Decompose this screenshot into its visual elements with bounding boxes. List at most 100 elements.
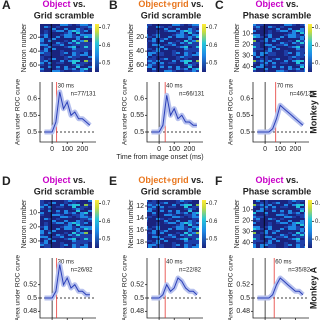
title-vs: vs. [73,0,86,9]
y-tick-label: 0.5 [240,129,250,136]
y-tick-label: 16 [136,227,144,234]
n-label: n=66/131 [179,92,205,98]
y-tick-label: 0.55 [236,112,250,119]
y-tick-label: 0.6 [27,96,37,103]
latency-label: 40 ms [166,260,182,266]
heatmap [147,200,199,248]
curve-y-label: Area under ROC curve [228,255,235,320]
x-tick-label: 200 [184,146,196,153]
panel-subtitle: Phase scramble [243,186,312,196]
y-tick-label: 20 [29,224,37,231]
title-vs: vs. [286,0,299,9]
colorbar-tick-label: 0.6 [315,219,320,225]
axis [252,82,309,143]
y-tick-label: 0.5 [134,129,144,136]
colorbar [95,200,99,248]
curve-y-label: Area under ROC curve [122,79,129,145]
colorbar-tick-label: 0.5 [102,237,111,243]
x-tick-label: 100 [274,146,286,153]
heatmap-y-label: Neuron number [234,23,241,72]
curve-y-label: Area under ROC curve [15,255,22,320]
n-label: n=35/82 [288,268,311,274]
panel-title: Object+grid vs. [138,175,203,185]
y-tick-label: 20 [242,218,250,225]
panel-title: Object+grid vs. [138,0,203,9]
auc-curve [151,277,198,299]
auc-curve [44,91,91,133]
n-label: n=46/131 [290,92,316,98]
x-tick-label: 0 [50,146,54,153]
y-tick-label: 40 [136,48,144,55]
latency-label: 40 ms [166,84,182,90]
x-tick-label: 100 [168,146,180,153]
y-tick-label: 10 [29,210,37,217]
y-tick-label: 0.6 [134,96,144,103]
title-object: Object [42,0,70,9]
heatmap-y-label: Neuron number [21,199,28,248]
colorbar-tick-label: 0.7 [315,201,320,207]
colorbar-tick-label: 0.6 [102,43,111,49]
title-vs: vs. [191,175,204,185]
heatmap-y-label: Neuron number [21,23,28,72]
title-object: Object+grid [138,175,188,185]
y-tick-label: 20 [242,42,250,49]
auc-curve [151,95,197,133]
title-vs: vs. [191,0,204,9]
y-tick-label: 0.5 [240,295,250,302]
title-vs: vs. [286,175,299,185]
sem-band [44,89,92,135]
y-tick-label: 0.6 [240,96,250,103]
panel-letter: D [2,174,11,188]
n-label: n=77/131 [71,92,97,98]
heatmap [40,200,92,248]
panel-letter: B [109,0,118,12]
title-object: Object [255,175,283,185]
y-tick-label: 60 [29,62,37,69]
monkey-label: Monkey A [308,266,318,309]
colorbar-tick-label: 0.5 [315,61,320,67]
y-tick-label: 30 [29,238,37,245]
y-tick-label: 0.52 [23,282,37,289]
x-tick-label: 0 [157,146,161,153]
latency-label: 60 ms [275,260,291,266]
panel-letter: C [215,0,224,12]
curve-y-label: Area under ROC curve [15,79,22,145]
curve-y-label: Area under ROC curve [122,255,129,320]
x-tick-label: 200 [77,146,89,153]
sem-band [257,275,305,301]
panel-title: Object vs. [42,175,85,185]
panel-letter: A [2,0,11,12]
colorbar-tick-label: 0.5 [209,237,218,243]
y-tick-label: 20 [136,34,144,41]
title-vs: vs. [73,175,86,185]
colorbar-tick-label: 0.7 [209,201,218,207]
y-tick-label: 40 [29,48,37,55]
colorbar-tick-label: 0.7 [209,25,218,31]
auc-curve [44,264,90,299]
colorbar [308,200,312,248]
axis [146,82,203,143]
sem-band [151,92,197,135]
n-label: n=26/82 [71,268,94,274]
heatmap [253,200,305,248]
axis [146,258,203,319]
colorbar-tick-label: 0.5 [209,61,218,67]
y-tick-label: 0.5 [27,129,37,136]
n-label: n=22/82 [179,268,202,274]
panel-subtitle: Phase scramble [243,10,312,20]
auc-curve [257,277,304,299]
panel-title: Object vs. [42,0,85,9]
heatmap-y-label: Neuron number [128,23,135,72]
auc-curve [257,104,304,133]
colorbar-tick-label: 0.6 [209,219,218,225]
colorbar-tick-label: 0.5 [315,237,320,243]
colorbar-tick-label: 0.7 [315,25,320,31]
y-tick-label: 40 [242,63,250,70]
heatmap [40,24,92,72]
colorbar-tick-label: 0.5 [102,61,111,67]
title-object: Object [42,175,70,185]
y-tick-label: 0.48 [130,308,144,315]
heatmap [147,24,199,72]
y-tick-label: 0.55 [23,112,37,119]
heatmap-y-label: Neuron number [128,199,135,248]
